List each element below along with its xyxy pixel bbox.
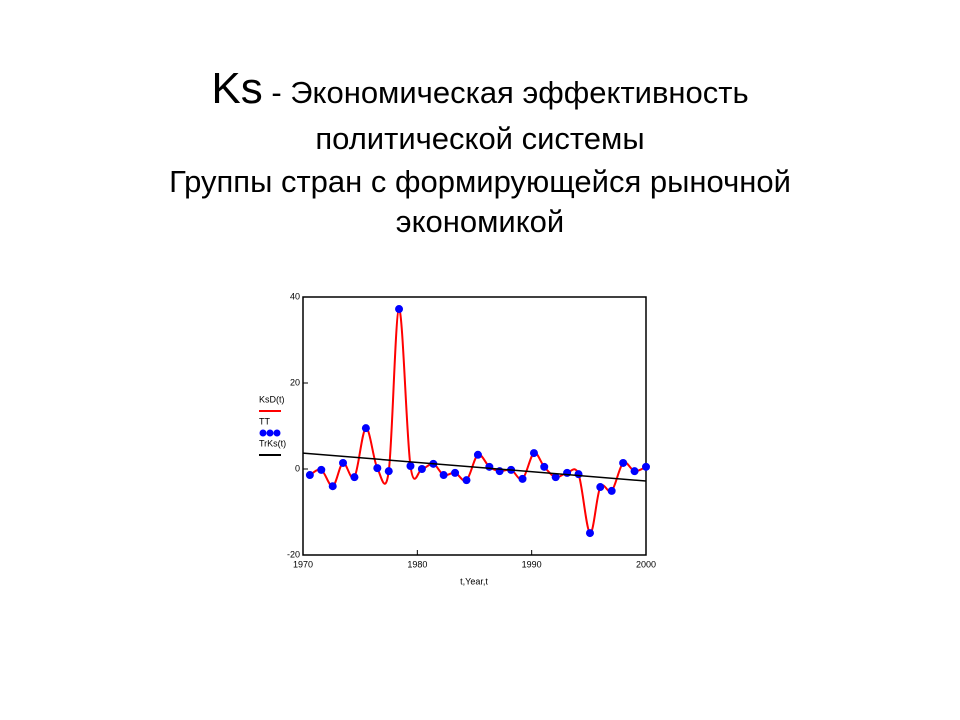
x-tick-label: 1970 xyxy=(293,559,313,569)
data-point xyxy=(518,474,527,483)
data-point xyxy=(328,482,337,491)
data-point xyxy=(563,468,572,477)
subtitle: Группы стран с формирующейся рыночной эк… xyxy=(169,164,791,239)
data-point xyxy=(551,473,560,482)
data-point xyxy=(607,486,616,495)
legend-label: TrKs(t) xyxy=(259,438,286,448)
data-point xyxy=(373,464,382,473)
header: Ks - Экономическая эффективность политич… xyxy=(80,66,880,242)
data-point xyxy=(361,424,370,433)
data-point xyxy=(619,458,628,467)
data-point xyxy=(462,476,471,485)
y-tick-label: 20 xyxy=(290,377,300,387)
data-point xyxy=(529,449,538,458)
x-tick-label: 1990 xyxy=(522,559,542,569)
data-point xyxy=(540,462,549,471)
data-point xyxy=(305,471,314,480)
data-point xyxy=(339,458,348,467)
legend-label: KsD(t) xyxy=(259,394,285,404)
data-point xyxy=(574,470,583,479)
title: Ks - Экономическая эффективность политич… xyxy=(130,66,830,162)
y-tick-label: 0 xyxy=(295,463,300,473)
x-tick-label: 2000 xyxy=(636,559,656,569)
data-point xyxy=(350,473,359,482)
x-tick-label: 1980 xyxy=(407,559,427,569)
data-point xyxy=(406,461,415,470)
plot-frame xyxy=(302,296,647,556)
legend-swatch xyxy=(259,429,267,437)
series-line xyxy=(309,308,647,535)
legend-swatch xyxy=(266,429,274,437)
y-tick-label: -20 xyxy=(287,549,300,559)
data-point xyxy=(395,305,404,314)
legend-swatch xyxy=(273,429,281,437)
legend-label: TT xyxy=(259,416,270,426)
title-symbol: Ks xyxy=(211,64,263,113)
data-point xyxy=(642,462,650,471)
x-axis-label: t,Year,t xyxy=(460,576,488,586)
y-tick-label: 40 xyxy=(290,291,300,301)
data-point xyxy=(451,468,460,477)
data-point xyxy=(473,450,482,459)
data-point xyxy=(417,465,426,473)
data-point xyxy=(630,467,639,476)
data-point xyxy=(317,465,326,474)
data-point xyxy=(485,462,494,471)
series-line xyxy=(302,452,647,482)
data-point xyxy=(439,471,448,480)
data-point xyxy=(585,529,594,538)
title-text: - Экономическая эффективность политическ… xyxy=(271,75,749,156)
data-point xyxy=(384,467,393,476)
data-point xyxy=(596,483,605,492)
